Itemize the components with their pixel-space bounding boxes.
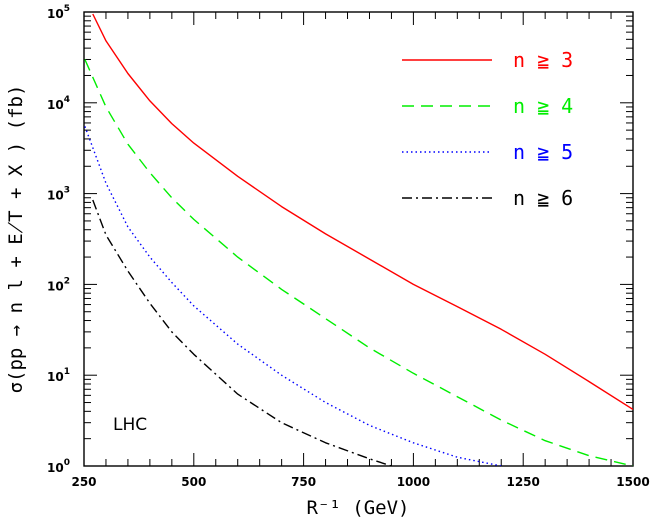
y-tick-label: 102 [47, 276, 70, 293]
x-tick-label: 750 [291, 475, 316, 489]
y-tick-label: 103 [47, 186, 70, 203]
y-tick-label: 105 [47, 4, 70, 21]
x-tick-label: 1000 [397, 475, 430, 489]
y-tick-label: 101 [47, 367, 70, 384]
series-line-3 [92, 13, 633, 410]
legend-label-5: n ≧ 5 [513, 140, 573, 164]
x-tick-label: 1250 [506, 475, 539, 489]
series-line-5 [84, 126, 502, 466]
y-axis-title: σ(pp → n l + E̸T + X ) (fb) [5, 85, 27, 394]
y-tick-label: 104 [47, 95, 70, 112]
legend-label-4: n ≧ 4 [513, 94, 573, 118]
x-axis-title: R⁻¹ (GeV) [307, 497, 410, 519]
legend-label-3: n ≧ 3 [513, 48, 573, 72]
y-tick-label: 100 [47, 458, 70, 475]
series-line-4 [84, 59, 633, 466]
legend: n ≧ 3 n ≧ 4 n ≧ 5 n ≧ 6 [402, 48, 573, 210]
x-tick-label: 1500 [616, 475, 649, 489]
axis-ticks: 250 500 750 1000 1250 1500 100 101 102 103 104 105 [47, 4, 650, 489]
series-line-6 [92, 199, 392, 466]
annotation-lhc: LHC [113, 415, 147, 435]
x-tick-label: 250 [71, 475, 96, 489]
series-group [84, 13, 633, 466]
plot-frame [83, 11, 634, 467]
legend-label-6: n ≧ 6 [513, 186, 573, 210]
x-tick-label: 500 [181, 475, 206, 489]
